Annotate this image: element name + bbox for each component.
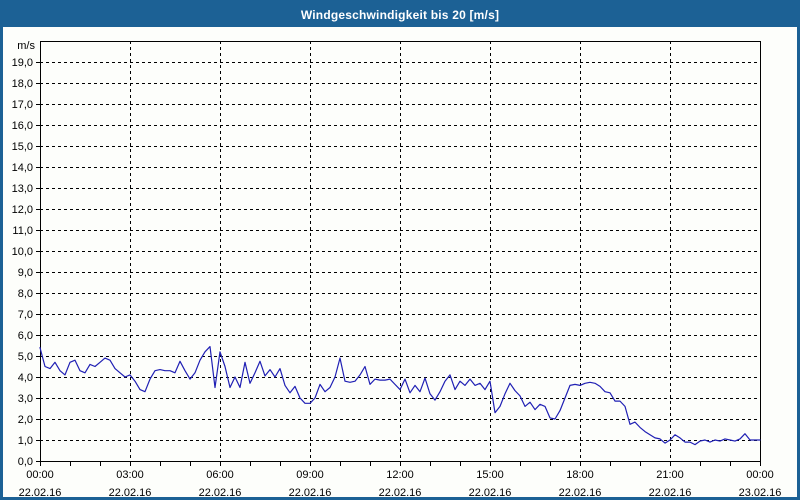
y-tick-label: 8,0: [18, 288, 33, 300]
y-tick-label: 18,0: [12, 78, 33, 90]
y-tick-label: 1,0: [18, 435, 33, 447]
y-tick-label: 12,0: [12, 204, 33, 216]
y-tick-label: 3,0: [18, 393, 33, 405]
tick-marks: [36, 62, 761, 466]
y-tick-label: 2,0: [18, 414, 33, 426]
axis-labels: 0,0 1,0 2,0 3,0 4,0 5,0 6,0 7,0 8,0 9,0 10,0 11,0 12…: [12, 40, 782, 497]
chart-title-bar: Windgeschwindigkeit bis 20 [m/s]: [3, 3, 797, 27]
x-tick-time-label: 00:00: [26, 469, 54, 481]
x-tick-date-label: 22.02.16: [649, 487, 692, 497]
y-tick-label: 10,0: [12, 246, 33, 258]
x-tick-time-label: 18:00: [566, 469, 594, 481]
x-tick-date-label: 22.02.16: [379, 487, 422, 497]
y-tick-label: 6,0: [18, 330, 33, 342]
x-tick-date-label: 22.02.16: [469, 487, 512, 497]
y-tick-label: 9,0: [18, 267, 33, 279]
x-tick-date-label: 22.02.16: [19, 487, 62, 497]
x-tick-time-label: 09:00: [296, 469, 324, 481]
y-tick-label: 13,0: [12, 183, 33, 195]
y-tick-label: 14,0: [12, 162, 33, 174]
wind-speed-chart: 0,0 1,0 2,0 3,0 4,0 5,0 6,0 7,0 8,0 9,0 10,0 11,0 12…: [12, 40, 782, 497]
x-tick-date-label: 22.02.16: [289, 487, 332, 497]
x-tick-date-label: 22.02.16: [559, 487, 602, 497]
x-tick-time-label: 06:00: [206, 469, 234, 481]
x-tick-date-label: 22.02.16: [199, 487, 242, 497]
y-tick-label: 15,0: [12, 141, 33, 153]
x-tick-date-label: 22.02.16: [109, 487, 152, 497]
y-tick-label: 0,0: [18, 456, 33, 468]
x-tick-time-label: 21:00: [656, 469, 684, 481]
y-tick-label: 4,0: [18, 372, 33, 384]
x-tick-date-label: 23.02.16: [739, 487, 782, 497]
x-tick-time-label: 12:00: [386, 469, 414, 481]
y-tick-label: 17,0: [12, 99, 33, 111]
y-tick-label: 7,0: [18, 309, 33, 321]
y-tick-label: 16,0: [12, 120, 33, 132]
x-tick-time-label: 00:00: [746, 469, 774, 481]
y-axis-unit-label: m/s: [17, 40, 35, 52]
wind-speed-series-line: [39, 346, 761, 446]
x-tick-time-label: 03:00: [116, 469, 144, 481]
y-tick-label: 11,0: [12, 225, 33, 237]
y-tick-label: 19,0: [12, 57, 33, 69]
gridlines: [40, 41, 760, 461]
y-tick-label: 5,0: [18, 351, 33, 363]
x-tick-time-label: 15:00: [476, 469, 504, 481]
